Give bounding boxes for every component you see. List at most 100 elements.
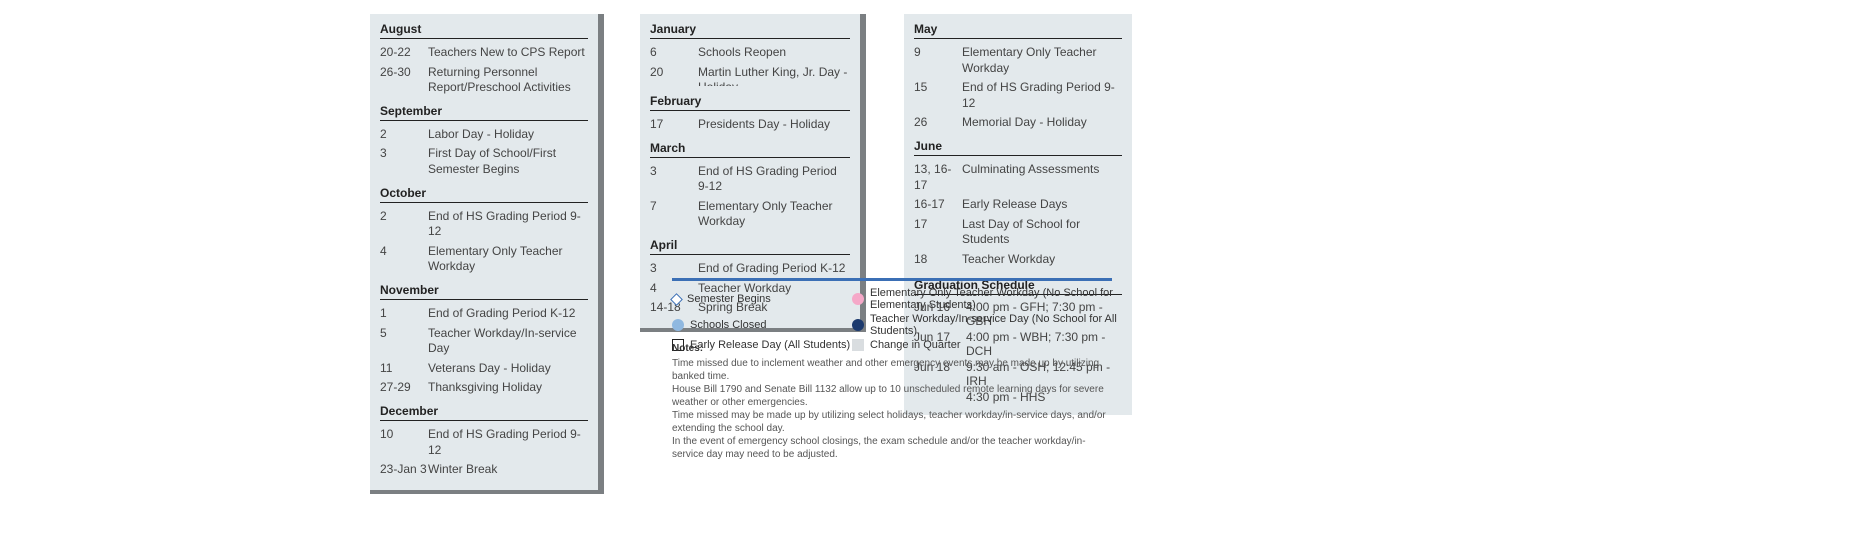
event-date: 4 [380, 244, 428, 275]
event-desc: Returning Personnel Report/Preschool Act… [428, 65, 588, 96]
calendar-event-row: 3End of Grading Period K-12 [650, 259, 850, 279]
event-desc: Elementary Only Teacher Workday [962, 45, 1122, 76]
event-date: 11 [380, 361, 428, 377]
notes-line: House Bill 1790 and Senate Bill 1132 all… [672, 383, 1112, 409]
event-desc: End of HS Grading Period 9-12 [698, 164, 850, 195]
legend: Semester BeginsElementary Only Teacher W… [672, 278, 1112, 351]
event-desc: End of HS Grading Period 9-12 [962, 80, 1122, 111]
event-date: 7 [650, 199, 698, 230]
calendar-event-row: 20-22Teachers New to CPS Report [380, 43, 588, 63]
event-desc: Teacher Workday/In-service Day [428, 326, 588, 357]
month-title: May [914, 22, 1122, 39]
event-date: 15 [914, 80, 962, 111]
legend-label: Teacher Workday/In-service Day (No Schoo… [870, 313, 1132, 337]
event-desc: Labor Day - Holiday [428, 127, 588, 143]
month-title: December [380, 404, 588, 421]
event-desc: Elementary Only Teacher Workday [428, 244, 588, 275]
calendar-event-row: 17Presidents Day - Holiday [650, 115, 850, 135]
month-title: February [650, 94, 850, 111]
event-date: 23-Jan 3 [380, 462, 428, 478]
calendar-panel-fall: August20-22Teachers New to CPS Report26-… [370, 14, 604, 494]
calendar-event-row: 4Elementary Only Teacher Workday [380, 242, 588, 277]
calendar-event-row: 27-29Thanksgiving Holiday [380, 378, 588, 398]
calendar-event-row: 17Last Day of School for Students [914, 215, 1122, 250]
calendar-event-row: 1End of Grading Period K-12 [380, 304, 588, 324]
event-desc: Teacher Workday [962, 252, 1122, 268]
calendar-event-row: 16-17Early Release Days [914, 195, 1122, 215]
event-date: 20-22 [380, 45, 428, 61]
calendar-event-row: 11Veterans Day - Holiday [380, 359, 588, 379]
event-date: 9 [914, 45, 962, 76]
notes-line: Time missed due to inclement weather and… [672, 357, 1112, 383]
event-desc: End of Grading Period K-12 [428, 306, 588, 322]
notes-line: In the event of emergency school closing… [672, 435, 1112, 461]
calendar-event-row: 6Schools Reopen [650, 43, 850, 63]
event-date: 13, 16-17 [914, 162, 962, 193]
event-date: 6 [650, 45, 698, 61]
event-date: 1 [380, 306, 428, 322]
notes-title: Notes: [672, 342, 1112, 355]
calendar-event-row: 2Labor Day - Holiday [380, 125, 588, 145]
event-desc: Veterans Day - Holiday [428, 361, 588, 377]
calendar-event-row: 26-30Returning Personnel Report/Preschoo… [380, 63, 588, 98]
event-desc: End of HS Grading Period 9-12 [428, 427, 588, 458]
calendar-event-row: 9Elementary Only Teacher Workday [914, 43, 1122, 78]
event-date: 17 [650, 117, 698, 133]
event-desc: Thanksgiving Holiday [428, 380, 588, 396]
event-desc: Culminating Assessments [962, 162, 1122, 193]
event-date: 26 [914, 115, 962, 131]
legend-item: Elementary Only Teacher Workday (No Scho… [852, 287, 1132, 311]
event-date: 10 [380, 427, 428, 458]
legend-item: Teacher Workday/In-service Day (No Schoo… [852, 313, 1132, 337]
event-date: 3 [650, 164, 698, 195]
event-date: 16-17 [914, 197, 962, 213]
calendar-event-row: 3End of HS Grading Period 9-12 [650, 162, 850, 197]
month-title: August [380, 22, 588, 39]
event-date: 27-29 [380, 380, 428, 396]
event-desc: Last Day of School for Students [962, 217, 1122, 248]
event-desc: Winter Break [428, 462, 588, 478]
month-title: November [380, 283, 588, 300]
event-desc: Teachers New to CPS Report [428, 45, 588, 61]
event-desc: Presidents Day - Holiday [698, 117, 850, 133]
month-title: September [380, 104, 588, 121]
pink-icon [852, 293, 864, 305]
notes-line: Time missed may be made up by utilizing … [672, 409, 1112, 435]
calendar-event-row: 10End of HS Grading Period 9-12 [380, 425, 588, 460]
legend-label: Semester Begins [687, 293, 771, 305]
event-date: 18 [914, 252, 962, 268]
legend-label: Schools Closed [690, 319, 766, 331]
calendar-event-row: 3First Day of School/First Semester Begi… [380, 144, 588, 179]
calendar-event-row: 15End of HS Grading Period 9-12 [914, 78, 1122, 113]
event-date: 3 [650, 261, 698, 277]
calendar-event-row: 7Elementary Only Teacher Workday [650, 197, 850, 232]
calendar-event-row: 18Teacher Workday [914, 250, 1122, 270]
event-desc: Memorial Day - Holiday [962, 115, 1122, 131]
legend-label: Elementary Only Teacher Workday (No Scho… [870, 287, 1132, 311]
calendar-event-row: 23-Jan 3Winter Break [380, 460, 588, 480]
month-title: January [650, 22, 850, 39]
month-title: April [650, 238, 850, 255]
calendar-event-row: 5Teacher Workday/In-service Day [380, 324, 588, 359]
event-date: 5 [380, 326, 428, 357]
legend-item: Schools Closed [672, 313, 852, 337]
diamond-icon [670, 293, 683, 306]
bluecircle-icon [672, 319, 684, 331]
event-desc: First Day of School/First Semester Begin… [428, 146, 588, 177]
event-desc: End of Grading Period K-12 [698, 261, 850, 277]
calendar-event-row: 13, 16-17Culminating Assessments [914, 160, 1122, 195]
event-date: 26-30 [380, 65, 428, 96]
event-date: 3 [380, 146, 428, 177]
calendar-event-row: 2End of HS Grading Period 9-12 [380, 207, 588, 242]
month-title: March [650, 141, 850, 158]
event-desc: End of HS Grading Period 9-12 [428, 209, 588, 240]
legend-divider [672, 278, 1112, 281]
month-title: October [380, 186, 588, 203]
event-desc: Schools Reopen [698, 45, 850, 61]
event-date: 2 [380, 209, 428, 240]
event-date: 2 [380, 127, 428, 143]
month-title: June [914, 139, 1122, 156]
event-desc: Early Release Days [962, 197, 1122, 213]
event-date: 17 [914, 217, 962, 248]
calendar-event-row: 26Memorial Day - Holiday [914, 113, 1122, 133]
